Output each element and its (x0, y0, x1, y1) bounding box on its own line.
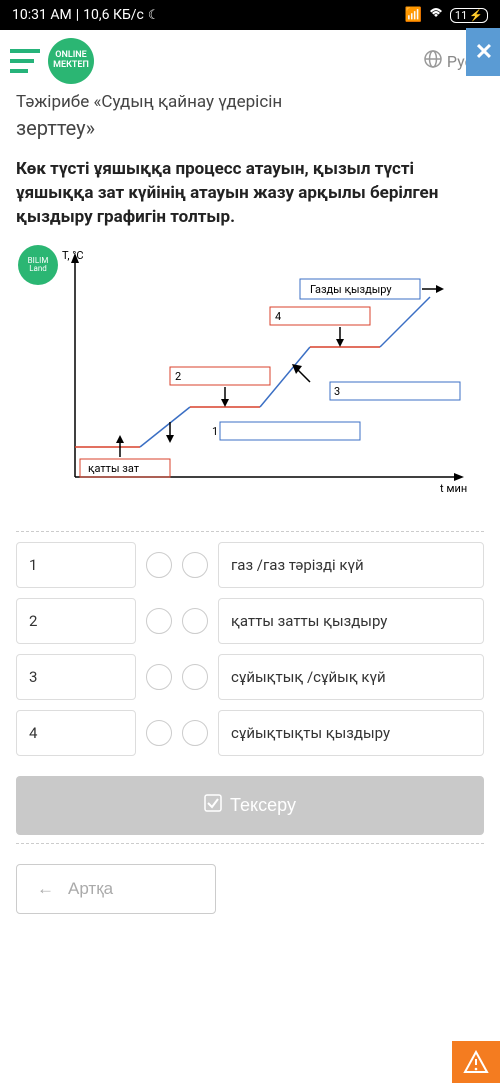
match-left-1[interactable]: 1 (16, 542, 136, 588)
match-left-4[interactable]: 4 (16, 710, 136, 756)
radio-left-1[interactable] (146, 552, 172, 578)
svg-text:Газды қыздыру: Газды қыздыру (310, 283, 392, 296)
divider-2 (16, 843, 484, 844)
status-speed: 10,6 КБ/с (83, 7, 144, 23)
svg-text:қатты зат: қатты зат (88, 462, 140, 475)
match-left-2[interactable]: 2 (16, 598, 136, 644)
match-row-1: 1 газ /газ тәрізді күй (16, 542, 484, 588)
breadcrumb-line1: Тәжірибе «Судың қайнау үдерісін (16, 92, 484, 112)
x-axis-label: t мин (440, 482, 467, 495)
match-row-2: 2 қатты затты қыздыру (16, 598, 484, 644)
moon-icon: ☾ (148, 8, 160, 23)
close-icon[interactable]: ✕ (466, 28, 500, 76)
match-right-1[interactable]: газ /газ тәрізді күй (218, 542, 484, 588)
radio-right-1[interactable] (182, 552, 208, 578)
wifi-icon (428, 7, 444, 23)
radio-left-4[interactable] (146, 720, 172, 746)
breadcrumb-line2: зерттеу» (16, 116, 484, 140)
svg-text:1: 1 (212, 425, 218, 438)
radio-left-3[interactable] (146, 664, 172, 690)
svg-text:4: 4 (275, 310, 281, 323)
warning-icon[interactable] (452, 1041, 500, 1083)
match-right-4[interactable]: сұйықтықты қыздыру (218, 710, 484, 756)
match-right-2[interactable]: қатты затты қыздыру (218, 598, 484, 644)
match-left-3[interactable]: 3 (16, 654, 136, 700)
y-axis-label: T, °C (62, 249, 84, 262)
divider (16, 531, 484, 532)
app-header: ONLINEМЕКТЕП Русск ✕ (0, 30, 500, 92)
match-row-3: 3 сұйықтық /сұйық күй (16, 654, 484, 700)
menu-icon[interactable] (10, 49, 40, 73)
match-row-4: 4 сұйықтықты қыздыру (16, 710, 484, 756)
svg-text:2: 2 (175, 370, 181, 383)
arrow-left-icon: ← (37, 879, 54, 899)
logo[interactable]: ONLINEМЕКТЕП (48, 38, 94, 84)
radio-right-4[interactable] (182, 720, 208, 746)
check-button[interactable]: Тексеру (16, 776, 484, 835)
check-icon (204, 794, 222, 817)
radio-right-3[interactable] (182, 664, 208, 690)
globe-icon (423, 49, 443, 73)
radio-left-2[interactable] (146, 608, 172, 634)
svg-text:3: 3 (334, 385, 340, 398)
heating-chart: BILIM Land T, °C t мин қатты зат 1 (16, 243, 484, 523)
chart-svg: t мин қатты зат 1 2 3 (16, 247, 484, 507)
radio-right-2[interactable] (182, 608, 208, 634)
back-button[interactable]: ← Артқа (16, 864, 216, 914)
battery-icon: 11⚡ (450, 8, 488, 23)
match-right-3[interactable]: сұйықтық /сұйық күй (218, 654, 484, 700)
question-text: Көк түсті ұяшыққа процесс атауын, қызыл … (16, 158, 484, 229)
status-bar: 10:31 AM | 10,6 КБ/с ☾ 📶 11⚡ (0, 0, 500, 30)
status-time: 10:31 AM (12, 7, 72, 23)
signal-icon: 📶 (404, 7, 421, 23)
